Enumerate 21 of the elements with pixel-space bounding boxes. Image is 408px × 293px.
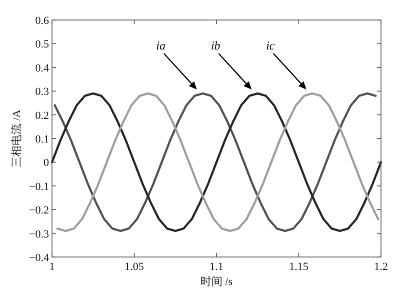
y-tick-label: 0	[44, 157, 50, 170]
x-tick-label: 1.05	[124, 261, 144, 273]
x-tick-label: 1.1	[210, 261, 224, 273]
annotation: ib	[210, 38, 220, 52]
y-tick-label: −0.4	[29, 252, 50, 264]
y-tick-label: −0.1	[29, 180, 49, 193]
y-tick-label: 0.4	[35, 62, 50, 74]
y-tick-label: −0.2	[29, 204, 49, 217]
y-axis-title: 三相电流 /A	[10, 110, 23, 168]
y-tick-label: −0.3	[29, 228, 50, 240]
y-tick-label: 0.1	[35, 134, 49, 146]
x-tick-label: 1.2	[374, 261, 388, 273]
annotation: ic	[266, 38, 276, 52]
annotation: ia	[156, 38, 166, 52]
y-tick-label: 0.3	[35, 86, 50, 98]
x-tick-label: 1	[49, 261, 55, 273]
y-tick-label: 0.5	[35, 38, 50, 51]
x-axis-title: 时间 /s	[200, 275, 233, 288]
y-tick-label: 0.6	[35, 15, 50, 27]
y-tick-label: 0.2	[35, 110, 49, 122]
x-tick-label: 1.15	[289, 261, 309, 273]
